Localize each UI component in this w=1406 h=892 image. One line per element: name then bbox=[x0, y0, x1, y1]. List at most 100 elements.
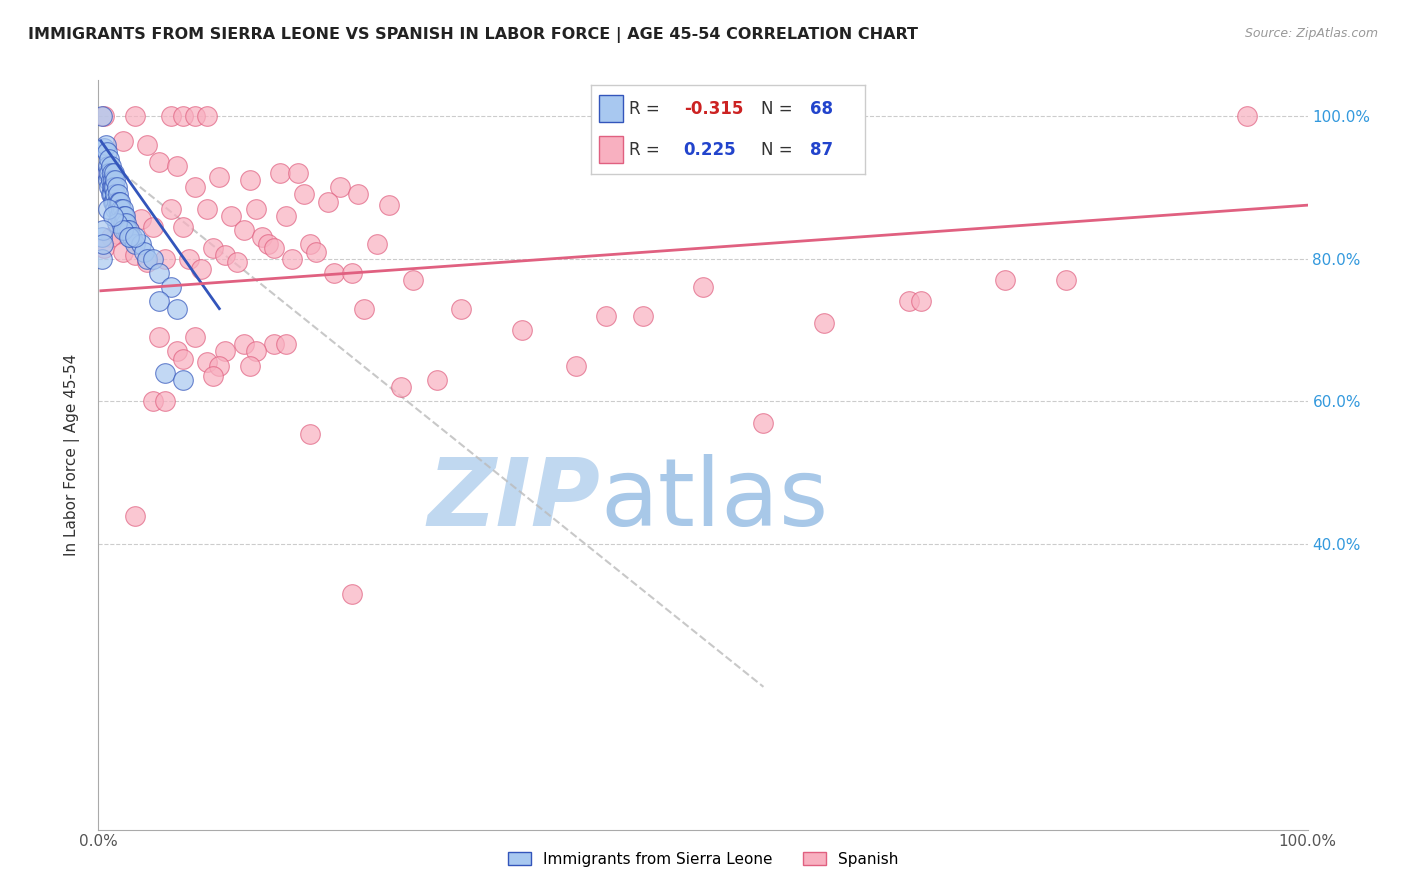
Point bbox=[426, 373, 449, 387]
Point bbox=[274, 209, 297, 223]
Point bbox=[245, 202, 267, 216]
Point bbox=[111, 244, 134, 259]
Point bbox=[239, 173, 262, 187]
Point bbox=[115, 216, 138, 230]
Point bbox=[100, 180, 122, 194]
Point bbox=[104, 187, 127, 202]
Text: ZIP: ZIP bbox=[427, 454, 600, 546]
Point bbox=[117, 223, 139, 237]
Point bbox=[107, 187, 129, 202]
Text: N =: N = bbox=[761, 100, 797, 118]
Point bbox=[135, 252, 157, 266]
Point bbox=[111, 223, 134, 237]
Point bbox=[148, 330, 170, 344]
Point bbox=[347, 187, 370, 202]
Point bbox=[232, 223, 254, 237]
Point bbox=[184, 109, 207, 123]
Point bbox=[377, 198, 399, 212]
Point bbox=[160, 202, 183, 216]
Point bbox=[595, 309, 617, 323]
Text: IMMIGRANTS FROM SIERRA LEONE VS SPANISH IN LABOR FORCE | AGE 45-54 CORRELATION C: IMMIGRANTS FROM SIERRA LEONE VS SPANISH … bbox=[28, 27, 918, 43]
Point bbox=[510, 323, 533, 337]
Point bbox=[97, 159, 120, 173]
Point bbox=[631, 309, 654, 323]
Point bbox=[118, 230, 141, 244]
Point bbox=[184, 180, 207, 194]
FancyBboxPatch shape bbox=[599, 136, 623, 163]
Point bbox=[142, 252, 165, 266]
Point bbox=[195, 202, 218, 216]
Text: -0.315: -0.315 bbox=[683, 100, 744, 118]
Point bbox=[124, 237, 146, 252]
Point bbox=[172, 109, 194, 123]
Point bbox=[166, 344, 188, 359]
Point bbox=[389, 380, 412, 394]
Point bbox=[105, 227, 128, 241]
Point bbox=[91, 223, 114, 237]
Point bbox=[274, 337, 297, 351]
Point bbox=[565, 359, 588, 373]
Point bbox=[124, 109, 146, 123]
Text: 87: 87 bbox=[810, 141, 832, 159]
Point bbox=[305, 244, 328, 259]
Point bbox=[263, 337, 285, 351]
Point bbox=[97, 166, 120, 180]
Point bbox=[153, 366, 176, 380]
Point bbox=[239, 359, 262, 373]
Point bbox=[910, 294, 932, 309]
Point bbox=[118, 223, 141, 237]
Point bbox=[121, 230, 143, 244]
Point bbox=[195, 355, 218, 369]
Point bbox=[250, 230, 273, 244]
Point bbox=[108, 209, 131, 223]
Point bbox=[160, 280, 183, 294]
Point bbox=[114, 209, 136, 223]
Point bbox=[153, 252, 176, 266]
Point bbox=[135, 137, 157, 152]
Point bbox=[108, 194, 131, 209]
Point bbox=[160, 109, 183, 123]
Point bbox=[105, 180, 128, 194]
Point bbox=[103, 166, 125, 180]
Point bbox=[263, 241, 285, 255]
Point bbox=[96, 145, 118, 159]
Point bbox=[813, 316, 835, 330]
Point bbox=[897, 294, 920, 309]
Point bbox=[1054, 273, 1077, 287]
Point bbox=[299, 426, 322, 441]
Point bbox=[98, 166, 121, 180]
Text: atlas: atlas bbox=[600, 454, 828, 546]
FancyBboxPatch shape bbox=[599, 95, 623, 122]
Point bbox=[91, 109, 114, 123]
Point bbox=[108, 194, 131, 209]
Point bbox=[269, 166, 291, 180]
Text: N =: N = bbox=[761, 141, 797, 159]
Point bbox=[142, 219, 165, 234]
Point bbox=[148, 155, 170, 169]
Point bbox=[202, 241, 225, 255]
Point bbox=[142, 394, 165, 409]
Point bbox=[1236, 109, 1258, 123]
Point bbox=[114, 223, 136, 237]
Point bbox=[342, 266, 364, 280]
Point bbox=[94, 137, 117, 152]
Point bbox=[111, 202, 134, 216]
Point bbox=[299, 237, 322, 252]
Point bbox=[256, 237, 278, 252]
Point bbox=[134, 244, 156, 259]
Point bbox=[110, 202, 132, 216]
Point bbox=[105, 216, 128, 230]
Point bbox=[172, 373, 194, 387]
Point bbox=[101, 180, 124, 194]
Point bbox=[129, 237, 152, 252]
Point bbox=[97, 202, 120, 216]
Point bbox=[148, 266, 170, 280]
Point bbox=[292, 187, 315, 202]
Point bbox=[752, 416, 775, 430]
Point bbox=[124, 508, 146, 523]
Point bbox=[100, 166, 122, 180]
Point bbox=[342, 587, 364, 601]
Point bbox=[103, 180, 125, 194]
Point bbox=[221, 209, 243, 223]
Legend: Immigrants from Sierra Leone, Spanish: Immigrants from Sierra Leone, Spanish bbox=[501, 844, 905, 874]
